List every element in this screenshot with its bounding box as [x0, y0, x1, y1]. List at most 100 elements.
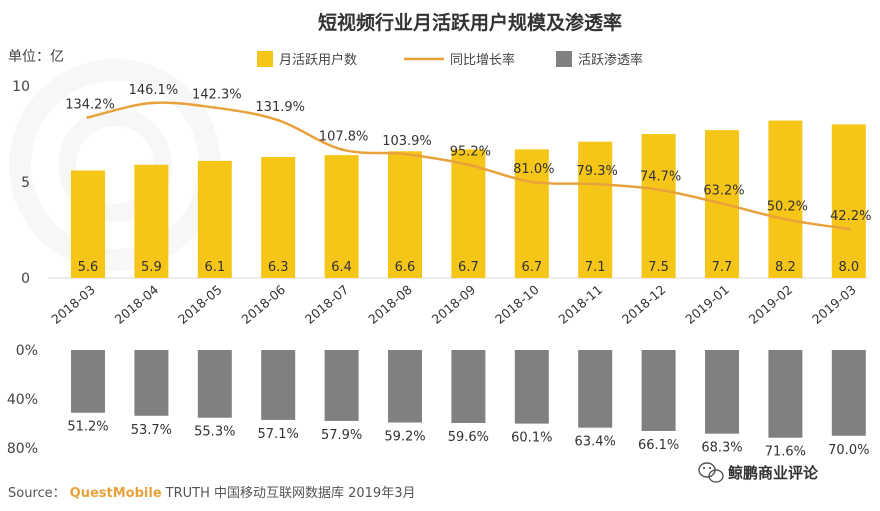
penetration-value-label: 55.3%	[194, 425, 235, 440]
growth-rate-label: 74.7%	[640, 170, 681, 185]
penetration-value-label: 57.9%	[321, 428, 362, 443]
source-text: TRUTH 中国移动互联网数据库 2019年3月	[165, 485, 416, 501]
growth-rate-point	[593, 182, 597, 186]
bar-penetration	[197, 350, 232, 418]
bar-users	[451, 149, 486, 278]
source-prefix: Source：	[8, 486, 66, 501]
growth-rate-label: 142.3%	[192, 88, 242, 103]
bar-users	[324, 155, 359, 278]
x-tick-label: 2018-05	[175, 282, 225, 327]
legend-label-users: 月活跃用户数	[279, 52, 357, 68]
growth-rate-point	[213, 106, 217, 110]
bar-users	[261, 157, 296, 278]
growth-rate-label: 95.2%	[450, 145, 491, 160]
wechat-icon	[698, 462, 724, 483]
bar-value-label: 6.3	[268, 260, 289, 275]
watermark-text: 鲸鹏商业评论	[728, 464, 819, 482]
bar-value-label: 8.0	[838, 260, 859, 275]
growth-rate-label: 63.2%	[703, 184, 744, 199]
chart-title: 短视频行业月活跃用户规模及渗透率	[318, 11, 622, 34]
growth-rate-label: 79.3%	[577, 164, 618, 179]
y-tick-label: 0	[21, 271, 30, 287]
bar-value-label: 7.1	[585, 260, 606, 275]
penetration-value-label: 68.3%	[701, 441, 742, 456]
growth-rate-label: 134.2%	[65, 97, 115, 112]
bar-penetration	[134, 350, 169, 416]
bar-users	[71, 170, 105, 278]
penetration-value-label: 60.1%	[511, 431, 552, 446]
bar-users	[197, 160, 232, 278]
y-tick-label-penetration: 0%	[16, 343, 38, 359]
penetration-value-label: 51.2%	[67, 420, 108, 435]
x-tick-label: 2018-12	[619, 282, 669, 327]
x-tick-label: 2018-10	[492, 282, 542, 327]
growth-rate-point	[403, 152, 407, 156]
unit-label: 单位：亿	[8, 49, 64, 65]
legend-label-growth: 同比增长率	[450, 52, 515, 68]
bar-penetration	[768, 350, 803, 438]
penetration-value-label: 71.6%	[765, 445, 806, 460]
plot-area: 0 5 10 0% 40% 80% 5.6 5.9 6.1 6.3 6.4 6.6 6.7 6.7 7.1 7…	[7, 79, 872, 460]
growth-rate-point	[847, 227, 851, 231]
bar-value-label: 8.2	[775, 260, 796, 275]
x-tick-label: 2018-09	[429, 282, 479, 327]
bar-penetration	[705, 350, 739, 434]
penetration-value-label: 53.7%	[131, 423, 172, 438]
bar-users	[578, 141, 613, 278]
bar-value-label: 6.6	[395, 260, 416, 275]
growth-rate-label: 103.9%	[382, 134, 432, 149]
growth-rate-label: 42.2%	[830, 209, 871, 224]
y-tick-label: 5	[21, 175, 30, 191]
background-watermark	[9, 59, 221, 271]
x-tick-label: 2018-11	[555, 282, 605, 327]
legend-swatch-bar	[257, 51, 273, 67]
bar-users	[831, 124, 866, 279]
growth-rate-point	[657, 188, 661, 192]
penetration-value-label: 59.6%	[448, 430, 489, 445]
growth-rate-point	[720, 202, 724, 206]
penetration-value-label: 63.4%	[575, 435, 616, 450]
growth-rate-label: 131.9%	[255, 100, 305, 115]
bar-value-label: 7.7	[712, 260, 733, 275]
growth-rate-point	[340, 147, 344, 151]
y-tick-label-penetration: 40%	[7, 392, 38, 408]
bar-penetration	[451, 350, 486, 424]
bar-penetration	[641, 350, 676, 431]
y-tick-label-penetration: 80%	[7, 441, 38, 457]
bar-penetration	[831, 350, 866, 436]
bar-users	[641, 134, 676, 278]
source-brand: QuestMobile	[70, 486, 162, 501]
y-tick-label: 10	[12, 79, 30, 95]
bar-penetration	[71, 350, 105, 413]
legend: 月活跃用户数 同比增长率 活跃渗透率	[257, 51, 643, 68]
bar-value-label: 6.4	[331, 260, 352, 275]
x-tick-label: 2018-03	[48, 282, 98, 327]
x-tick-label: 2019-02	[746, 282, 796, 327]
bar-penetration	[388, 350, 422, 423]
bar-value-label: 5.9	[141, 260, 162, 275]
growth-rate-label: 50.2%	[767, 199, 808, 214]
bar-users	[388, 151, 422, 278]
growth-rate-point	[466, 163, 470, 167]
penetration-value-label: 59.2%	[384, 430, 425, 445]
growth-rate-point	[530, 180, 534, 184]
x-tick-label: 2019-01	[682, 282, 732, 327]
growth-rate-label: 146.1%	[129, 83, 179, 98]
legend-swatch-penetration	[556, 51, 572, 67]
x-tick-label: 2018-04	[112, 282, 162, 327]
growth-rate-label: 107.8%	[319, 129, 369, 144]
bar-value-label: 6.1	[204, 260, 225, 275]
x-tick-label: 2018-07	[302, 282, 352, 327]
bar-penetration	[514, 350, 549, 424]
bar-penetration	[578, 350, 613, 428]
growth-rate-point	[149, 101, 153, 105]
penetration-value-label: 57.1%	[258, 427, 299, 442]
bar-users	[768, 120, 803, 278]
bar-value-label: 6.7	[521, 260, 542, 275]
source-line: Source： QuestMobile TRUTH 中国移动互联网数据库 2019年…	[8, 485, 415, 501]
bar-value-label: 7.5	[648, 260, 669, 275]
penetration-value-label: 66.1%	[638, 438, 679, 453]
x-tick-label: 2018-06	[238, 282, 288, 327]
penetration-value-label: 70.0%	[828, 443, 869, 458]
